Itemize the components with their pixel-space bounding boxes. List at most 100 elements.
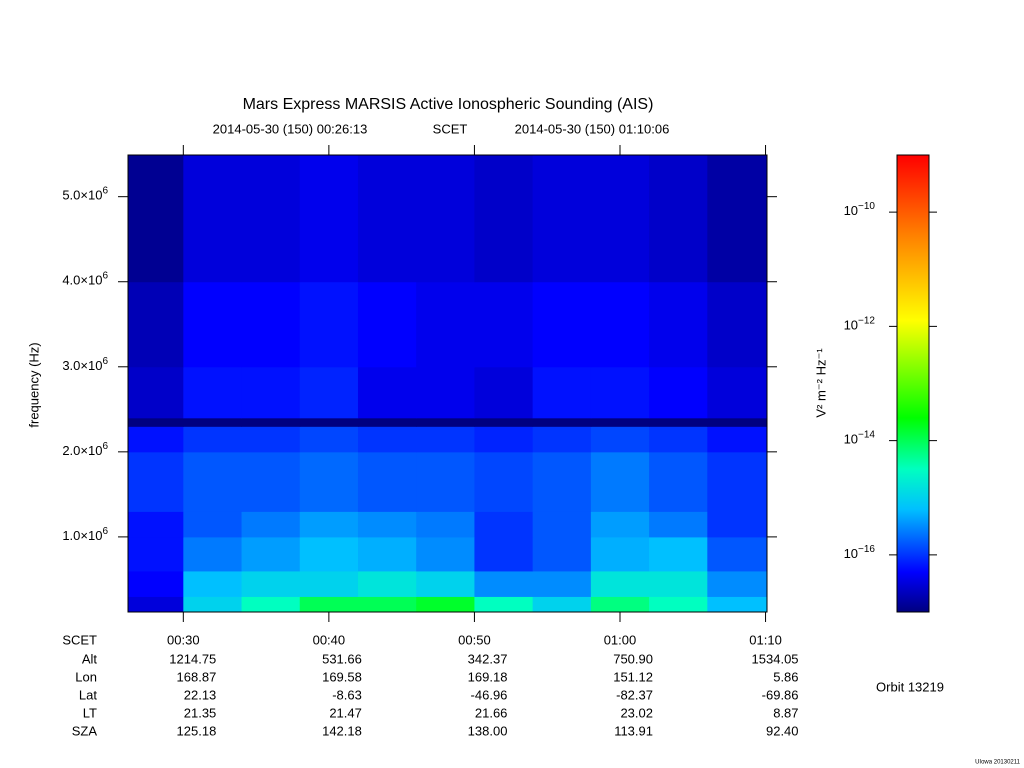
colorbar-tick-label: 10−16 — [844, 544, 876, 562]
heatmap-cell — [128, 511, 184, 538]
ephemeris-label: SZA — [72, 723, 98, 738]
heatmap-cell — [590, 511, 650, 538]
colorbar — [896, 154, 930, 613]
y-axis-label: frequency (Hz) — [26, 342, 41, 427]
heatmap-cell — [299, 366, 359, 419]
heatmap-cell — [649, 570, 708, 597]
colorbar-tick-label-base: 10 — [844, 204, 858, 219]
heatmap-cell — [357, 570, 417, 597]
ephemeris-value: 21.47 — [329, 705, 362, 720]
heatmap-cell — [707, 366, 768, 419]
colorbar-tick-label: 10−12 — [844, 315, 876, 333]
y-tick-label: 2.0×106 — [62, 440, 108, 458]
heatmap-cell — [183, 281, 243, 368]
ephemeris-value: 5.86 — [773, 669, 798, 684]
heatmap-cell — [357, 417, 417, 427]
heatmap-cell — [241, 596, 301, 613]
heatmap-cell — [416, 281, 475, 368]
y-tick-label-base: 4.0×10 — [62, 273, 102, 288]
heatmap-cell — [128, 536, 184, 572]
y-tick-label-exponent: 6 — [102, 185, 108, 196]
heatmap-cell — [416, 155, 475, 283]
ephemeris-value: 342.37 — [468, 651, 508, 666]
y-tick-label-base: 1.0×10 — [62, 528, 102, 543]
heatmap-cell — [357, 155, 417, 283]
heatmap-cell — [707, 426, 768, 453]
x-tick-label: 01:10 — [749, 632, 782, 647]
y-tick-label: 3.0×106 — [62, 355, 108, 373]
heatmap-cell — [532, 366, 592, 419]
ephemeris-value: 21.66 — [475, 705, 508, 720]
heatmap-cell — [649, 366, 708, 419]
heatmap-cell — [183, 570, 243, 597]
heatmap-cell — [649, 451, 708, 512]
heatmap-cell — [128, 570, 184, 597]
ephemeris-value: -82.37 — [616, 687, 653, 702]
start-time: 2014-05-30 (150) 00:26:13 — [213, 121, 368, 136]
heatmap-cell — [590, 596, 650, 613]
heatmap-cell — [357, 536, 417, 572]
heatmap-cell — [474, 426, 534, 453]
y-tick-label-exponent: 6 — [102, 355, 108, 366]
heatmap-cell — [532, 536, 592, 572]
colorbar-tick-label-base: 10 — [844, 546, 858, 561]
heatmap-cell — [241, 366, 301, 419]
heatmap-cell — [532, 511, 592, 538]
ephemeris-value: 750.90 — [613, 651, 653, 666]
heatmap-cell — [532, 281, 592, 368]
heatmap-cell — [474, 570, 534, 597]
heatmap-cell — [474, 281, 534, 368]
y-tick-label-exponent: 6 — [102, 526, 108, 537]
heatmap-cell — [241, 536, 301, 572]
heatmap-cell — [183, 155, 243, 283]
heatmap-cell — [590, 451, 650, 512]
heatmap-cell — [590, 426, 650, 453]
heatmap-cell — [649, 536, 708, 572]
heatmap-cell — [128, 281, 184, 368]
heatmap-cell — [649, 511, 708, 538]
ephemeris-value: -8.63 — [332, 687, 362, 702]
y-tick-label-base: 2.0×10 — [62, 443, 102, 458]
colorbar-tick-label-base: 10 — [844, 432, 858, 447]
ephemeris-value: 151.12 — [613, 669, 653, 684]
heatmap-cell — [183, 511, 243, 538]
y-tick-label-base: 5.0×10 — [62, 188, 102, 203]
heatmap-cell — [357, 366, 417, 419]
y-tick-label-exponent: 6 — [102, 440, 108, 451]
heatmap-cell — [416, 426, 475, 453]
colorbar-tick-label-exponent: −12 — [858, 315, 875, 326]
ephemeris-value: -69.86 — [762, 687, 799, 702]
heatmap-cell — [707, 596, 768, 613]
heatmap-cell — [241, 570, 301, 597]
heatmap-cell — [649, 596, 708, 613]
heatmap-cell — [183, 536, 243, 572]
footer: UIowa 20130211 — [975, 760, 1021, 766]
ephemeris-value: 21.35 — [184, 705, 217, 720]
heatmap-cell — [590, 570, 650, 597]
heatmap-cell — [241, 281, 301, 368]
ephemeris-value: 22.13 — [184, 687, 217, 702]
ephemeris-value: 125.18 — [177, 723, 217, 738]
ephemeris-value: 169.58 — [322, 669, 362, 684]
heatmap-cell — [416, 451, 475, 512]
heatmap-cell — [474, 366, 534, 419]
heatmap-cell — [416, 596, 475, 613]
y-tick-label: 5.0×106 — [62, 185, 108, 203]
heatmap-cell — [183, 366, 243, 419]
ephemeris-value: -46.96 — [471, 687, 508, 702]
heatmap-cell — [357, 426, 417, 453]
heatmap-cell — [183, 451, 243, 512]
heatmap-cell — [707, 536, 768, 572]
heatmap-cell — [590, 155, 650, 283]
colorbar-tick-label-exponent: −16 — [858, 544, 875, 555]
heatmap-cell — [241, 426, 301, 453]
colorbar-tick-label: 10−14 — [844, 429, 876, 447]
x-tick-label: 00:50 — [458, 632, 491, 647]
colorbar-tick-label-base: 10 — [844, 318, 858, 333]
heatmap-cell — [707, 417, 768, 427]
x-tick-label: 00:30 — [167, 632, 200, 647]
colorbar-tick-label-exponent: −14 — [858, 429, 875, 440]
heatmap-cell — [299, 570, 359, 597]
